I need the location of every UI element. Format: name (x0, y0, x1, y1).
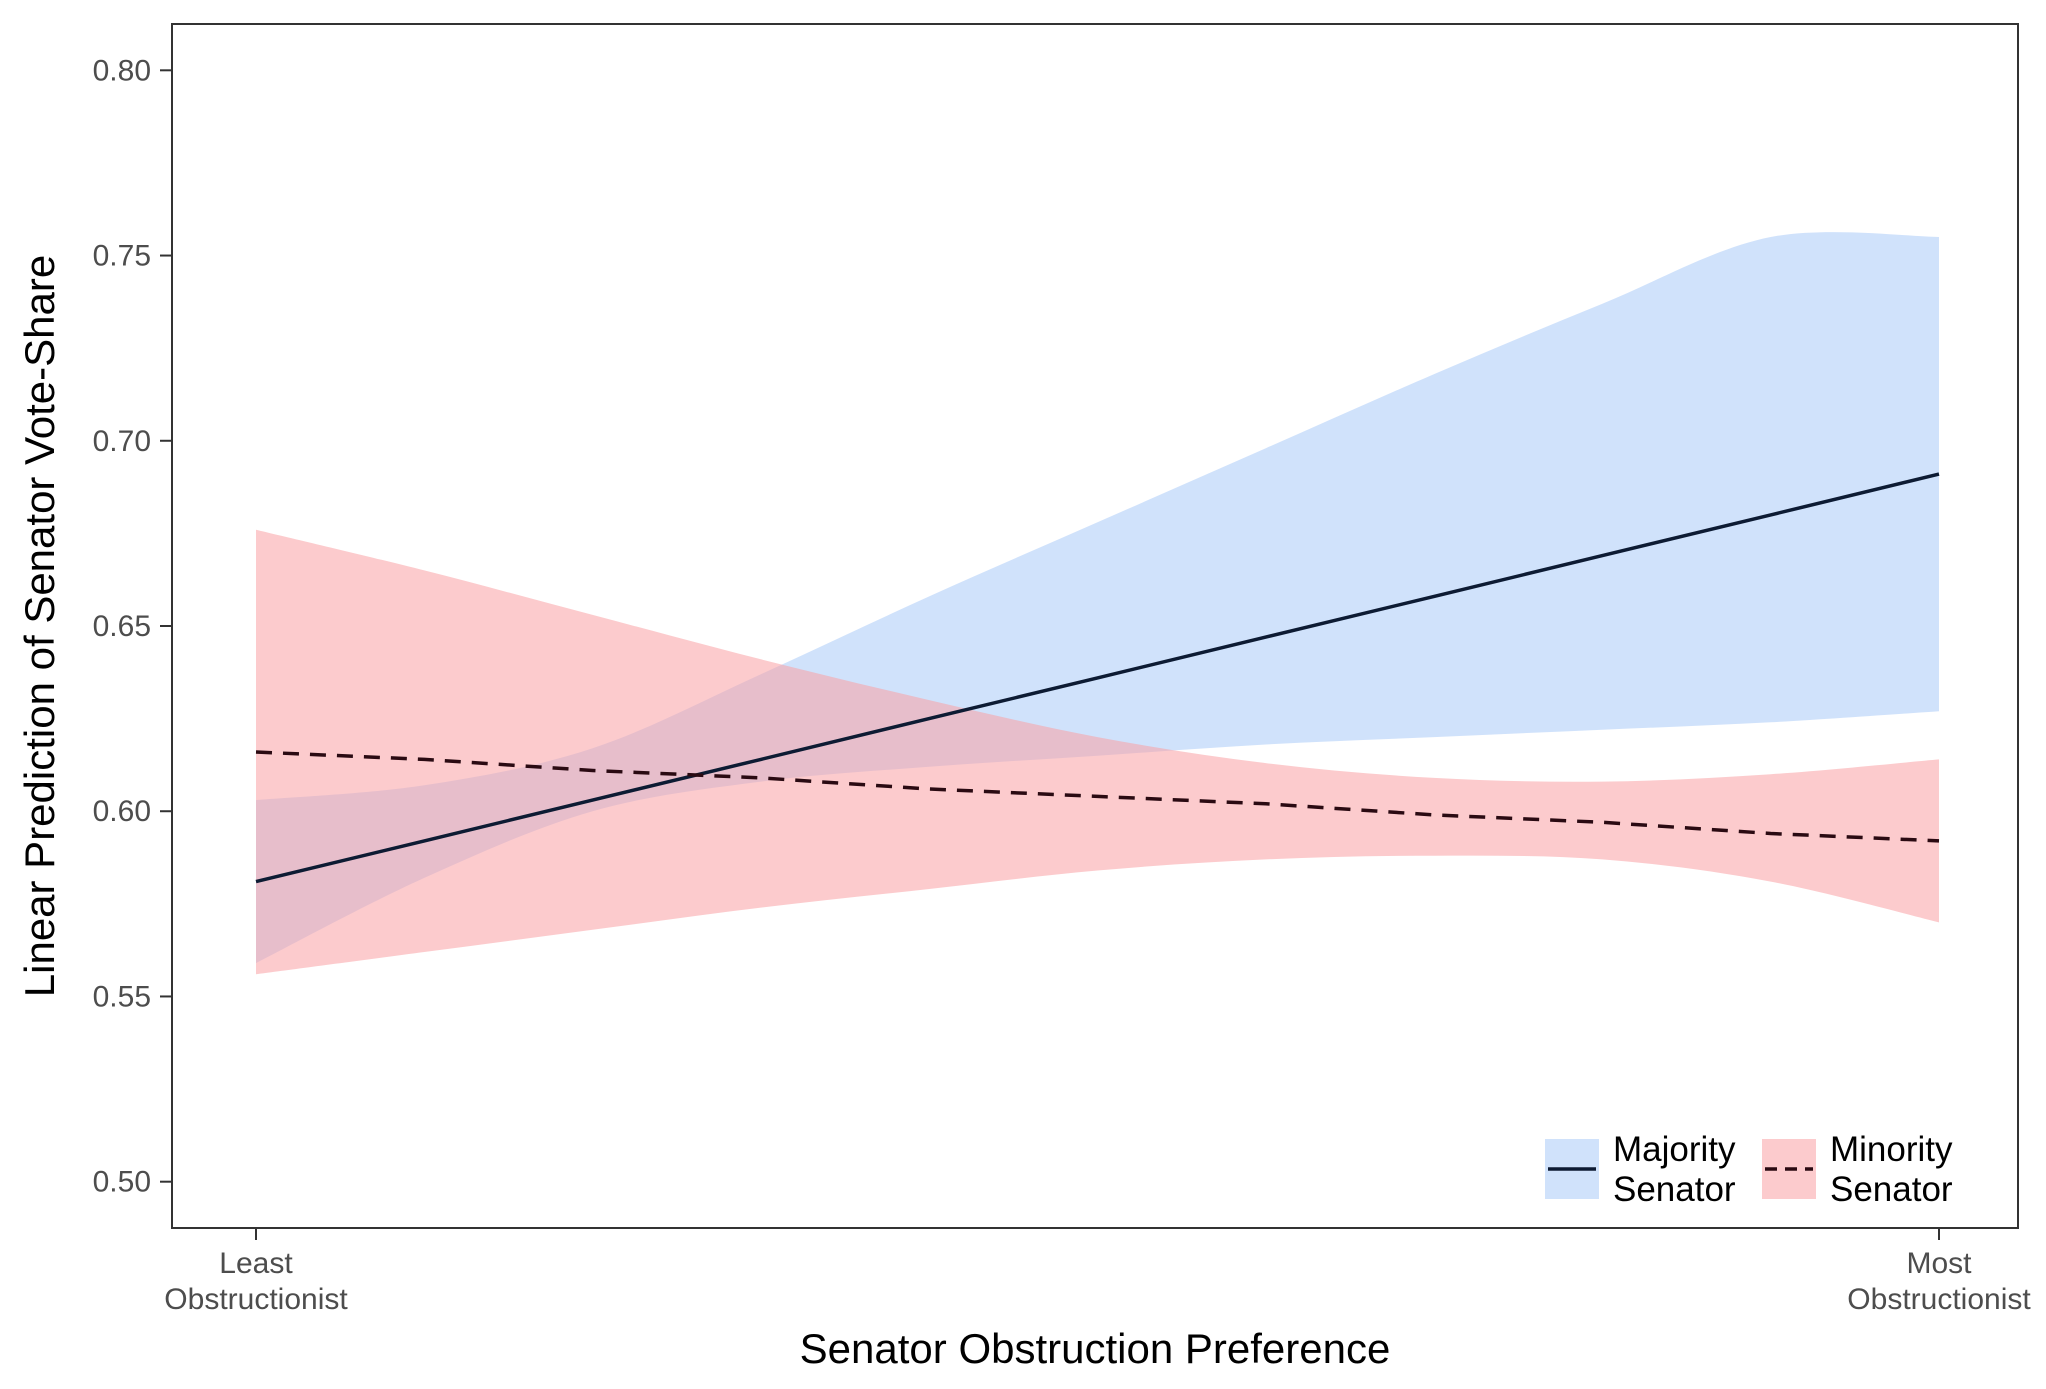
x-tick-label: Most (1906, 1247, 1972, 1280)
y-axis-title: Linear Prediction of Senator Vote-Share (16, 255, 63, 997)
y-tick-label: 0.80 (93, 54, 151, 87)
y-tick-label: 0.55 (93, 980, 151, 1013)
y-tick-label: 0.70 (93, 425, 151, 458)
x-tick-label: Least (219, 1247, 293, 1280)
y-tick-label: 0.60 (93, 795, 151, 828)
legend-label: Minority (1830, 1130, 1953, 1169)
series-line-1 (255, 750, 1940, 843)
series-line-0 (255, 472, 1940, 884)
confidence-band-series-1 (256, 529, 1939, 975)
legend-label: Senator (1613, 1170, 1736, 1209)
x-tick-label: Obstructionist (1847, 1283, 2031, 1316)
legend-label: Senator (1830, 1170, 1953, 1209)
y-tick-label: 0.65 (93, 610, 151, 643)
y-tick-label: 0.50 (93, 1166, 151, 1199)
x-tick-label: Obstructionist (164, 1283, 348, 1316)
series-lines (255, 472, 1940, 884)
y-axis: 0.50 0.55 0.60 0.65 0.70 0.75 0.80 (93, 54, 172, 1199)
y-tick-label: 0.75 (93, 240, 151, 273)
x-axis-title: Senator Obstruction Preference (800, 1325, 1391, 1372)
legend-label: Majority (1613, 1130, 1736, 1169)
